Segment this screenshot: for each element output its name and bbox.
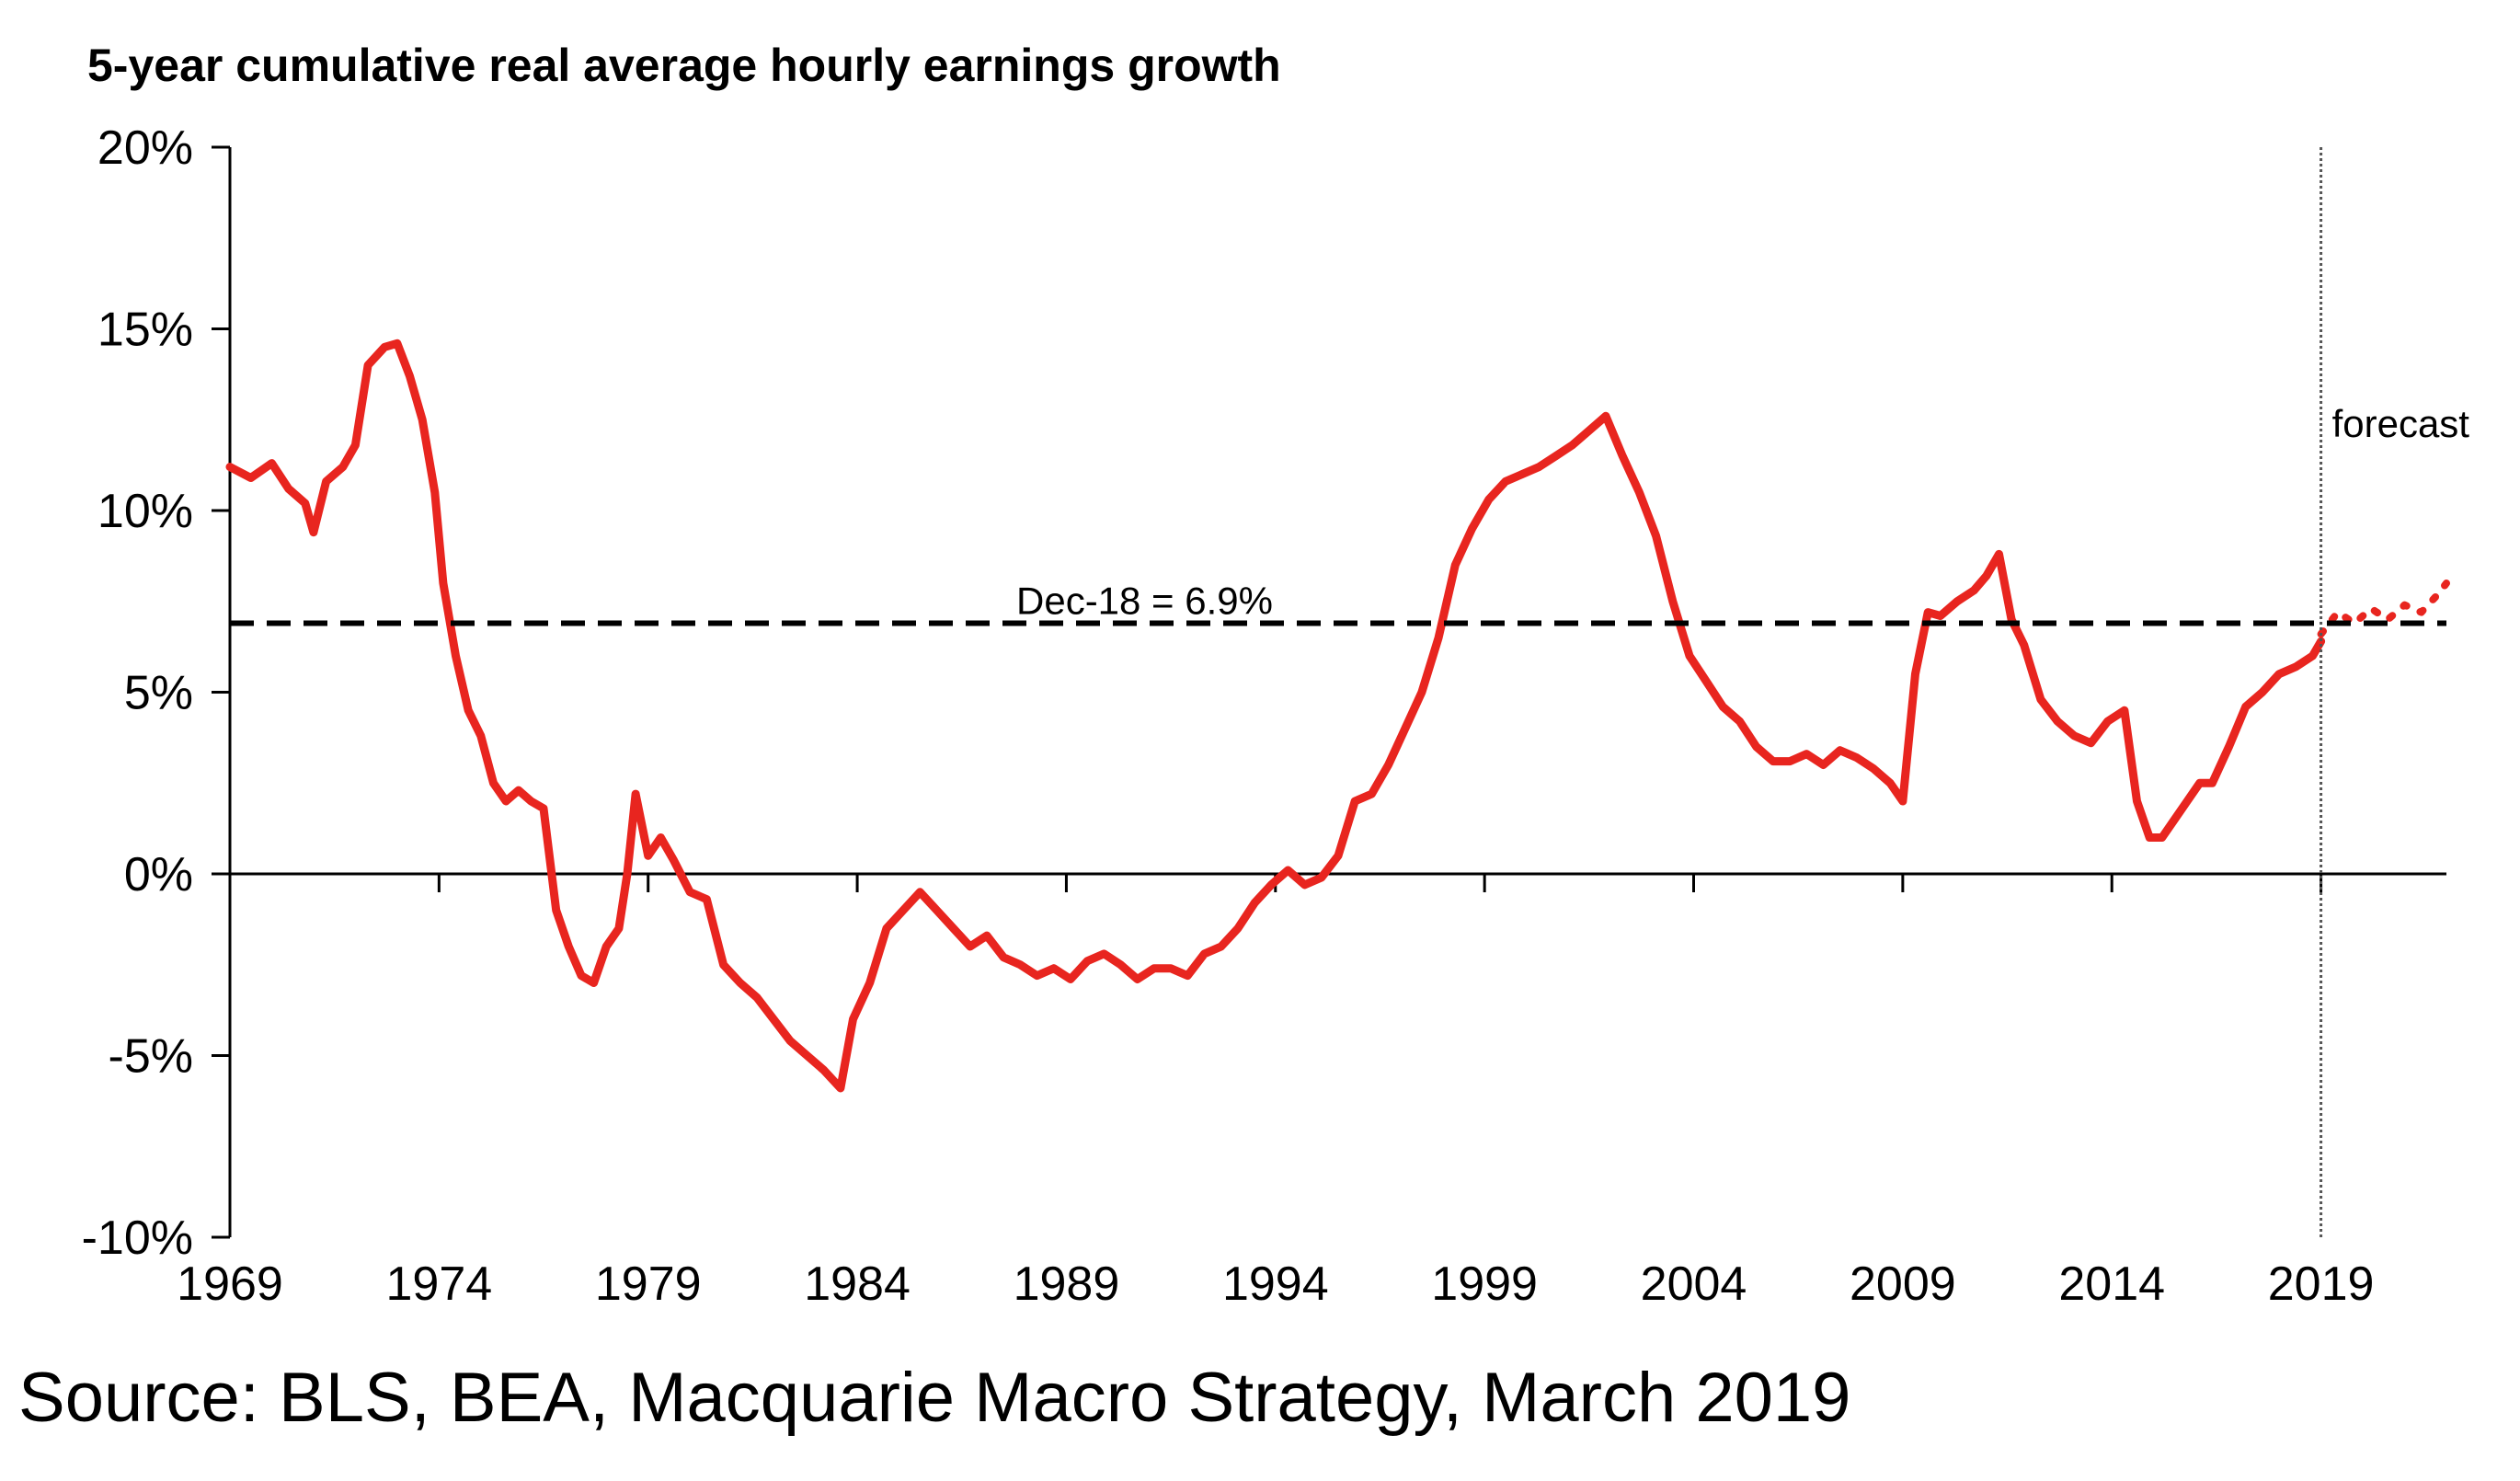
x-tick-label: 1974 — [386, 1257, 493, 1311]
y-tick-label: -5% — [109, 1030, 193, 1084]
x-tick-label: 1984 — [804, 1257, 911, 1311]
axes-layer — [228, 147, 2446, 1237]
y-tick-label: 5% — [124, 667, 193, 720]
annotation-layer: forecast Dec-18 = 6.9% — [230, 147, 2469, 1237]
series-line-actual — [225, 339, 2326, 1093]
x-tick-label: 1969 — [177, 1257, 283, 1311]
y-tick-label: 20% — [97, 121, 193, 175]
y-tick-label: 10% — [97, 485, 193, 538]
x-tick-label: 1999 — [1431, 1257, 1538, 1311]
y-tick-label: 0% — [124, 848, 193, 901]
y-tick-label: 15% — [97, 304, 193, 357]
y-tick-label: -10% — [82, 1211, 193, 1265]
x-tick-label: 1979 — [595, 1257, 702, 1311]
forecast-label: forecast — [2332, 402, 2470, 445]
series-layer — [225, 339, 2450, 1093]
tick-layer: -10% -5% 0% 5% 10% 15% 20% 1969 1974 1979 1984 1989… — [82, 121, 2375, 1311]
x-tick-label: 1989 — [1014, 1257, 1120, 1311]
chart-source: Source: BLS, BEA, Macquarie Macro Strate… — [18, 1359, 1850, 1437]
series-line-forecast — [2317, 580, 2450, 638]
x-tick-label: 2019 — [2268, 1257, 2375, 1311]
x-tick-label: 2014 — [2058, 1257, 2165, 1311]
x-tick-label: 2004 — [1641, 1257, 1747, 1311]
reference-line-label: Dec-18 = 6.9% — [1016, 579, 1273, 622]
x-tick-label: 2009 — [1850, 1257, 1956, 1311]
x-tick-label: 1994 — [1222, 1257, 1329, 1311]
chart-title: 5-year cumulative real average hourly ea… — [87, 40, 1281, 91]
